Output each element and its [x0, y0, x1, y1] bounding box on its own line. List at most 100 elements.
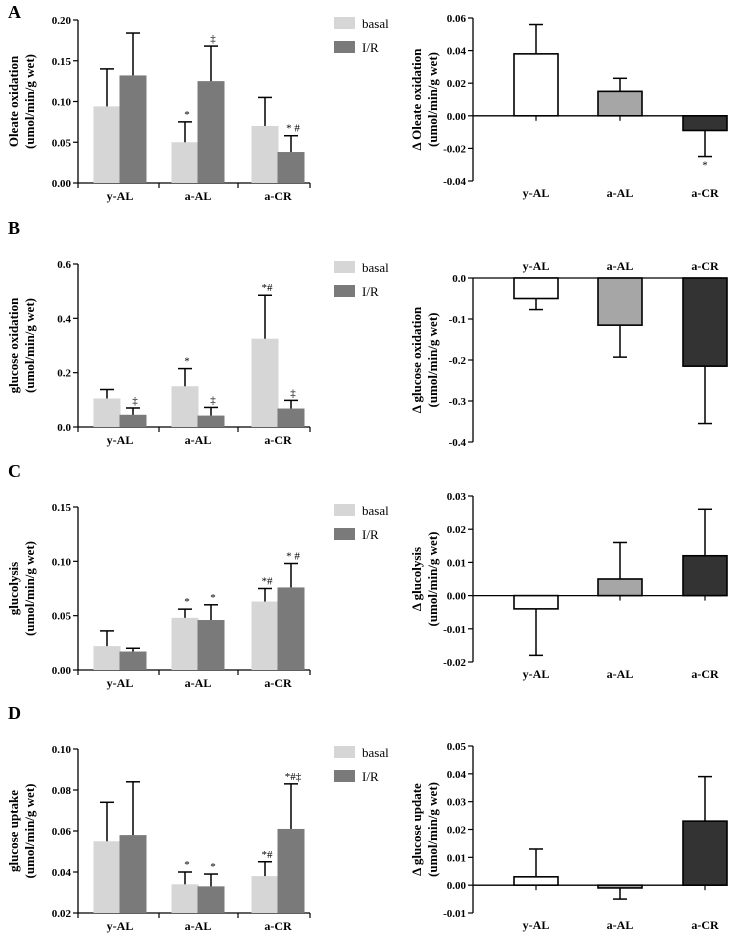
delta-bar-a-cr: [682, 277, 728, 367]
bar-ir-a-cr: [277, 587, 305, 670]
x-category-label: a-CR: [264, 433, 292, 447]
significance-marker: * #: [286, 551, 300, 563]
x-category-label: a-CR: [264, 919, 292, 933]
y-tick-label: 0.01: [447, 852, 466, 864]
significance-marker: *: [184, 859, 190, 871]
y-tick-label: 0.01: [447, 557, 466, 569]
y-tick-label: 0.04: [447, 769, 467, 781]
y-tick-label: 0.6: [57, 259, 71, 271]
bar-basal-y-al: [93, 106, 121, 183]
y-tick-label: 0.02: [447, 524, 467, 536]
bar-ir-a-cr: [277, 152, 305, 183]
delta-bar-y-al: [513, 876, 559, 886]
significance-marker: ‡: [210, 394, 216, 406]
delta-bar-a-al: [597, 884, 643, 889]
significance-marker: *#: [262, 576, 274, 588]
legend-swatch-basal: [334, 504, 355, 516]
x-category-label: a-AL: [185, 433, 212, 447]
y-axis-unit-label: (umol/min/g wet): [22, 54, 37, 149]
delta-bar-a-al: [597, 277, 643, 326]
y-tick-label: -0.04: [443, 176, 466, 188]
y-tick-label: 0.02: [447, 78, 467, 90]
y-tick-label: 0.10: [52, 556, 72, 568]
y-tick-label: 0.20: [52, 15, 72, 27]
legend-label-basal: basal: [362, 16, 389, 31]
significance-marker: *#‡: [285, 771, 302, 783]
x-category-label: a-CR: [264, 676, 292, 690]
significance-marker: *: [184, 596, 190, 608]
significance-marker: ‡: [132, 395, 138, 407]
y-tick-label: 0.10: [52, 97, 72, 109]
legend-swatch-ir: [334, 285, 355, 297]
significance-marker: *#: [262, 849, 274, 861]
legend-swatch-ir: [334, 528, 355, 540]
delta-bar-a-cr: [682, 554, 728, 597]
y-tick-label: 0.05: [52, 137, 72, 149]
legend-label-ir: I/R: [362, 284, 379, 299]
y-axis-label: glucose uptake: [6, 790, 21, 872]
y-tick-label: 0.02: [447, 825, 467, 837]
y-tick-label: 0.04: [52, 867, 72, 879]
chart-d-right: -0.01 0.00 0.01 0.02 0.03 0.04 0.05 Δ glucose u…: [409, 741, 728, 932]
significance-marker: *#: [262, 282, 274, 294]
y-tick-label: 0.00: [447, 591, 467, 603]
bar-basal-a-cr: [251, 601, 279, 670]
x-category-label: a-CR: [691, 918, 719, 932]
y-axis-unit-label: (umol/min/g wet): [425, 782, 440, 877]
delta-bar-a-cr: [682, 820, 728, 886]
y-tick-label: 0.2: [57, 368, 71, 380]
delta-bar-y-al: [513, 277, 559, 300]
bar-basal-y-al: [93, 398, 121, 427]
y-tick-label: 0.03: [447, 491, 467, 503]
bar-ir-y-al: [119, 75, 147, 183]
y-axis-unit-label: (umol/min/g wet): [22, 541, 37, 636]
bar-basal-a-cr: [251, 125, 279, 183]
legend-label-basal: basal: [362, 503, 389, 518]
legend-label-ir: I/R: [362, 527, 379, 542]
legend-label-ir: I/R: [362, 769, 379, 784]
chart-b-right: -0.4 -0.3 -0.2 -0.1 0.0 Δ glucose oxidation (u…: [409, 259, 728, 449]
bar-basal-y-al: [93, 646, 121, 670]
legend-swatch-basal: [334, 746, 355, 758]
y-tick-label: 0.04: [447, 46, 467, 58]
chart-c-right: -0.02 -0.01 0.00 0.01 0.02 0.03 Δ glucolysis (u…: [409, 491, 728, 681]
bar-ir-a-cr: [277, 828, 305, 913]
panel-label-d: D: [8, 703, 21, 723]
chart-a-right: -0.04 -0.02 0.00 0.02 0.04 0.06 Δ Oleate oxida…: [409, 13, 728, 200]
bar-basal-a-cr: [251, 876, 279, 913]
x-category-label: a-CR: [264, 189, 292, 203]
y-tick-label: 0.05: [447, 741, 467, 753]
panel-label-b: B: [8, 218, 20, 238]
y-axis-label: Δ Oleate oxidation: [409, 48, 424, 151]
y-axis-unit-label: (umol/min/g wet): [425, 52, 440, 147]
y-tick-label: -0.2: [449, 355, 467, 367]
x-category-label: a-AL: [185, 189, 212, 203]
y-tick-label: 0.00: [447, 880, 467, 892]
chart-a-left: 0.00 0.05 0.10 0.15 0.20 Oleate oxidation (umo…: [6, 15, 389, 203]
significance-marker: *: [184, 109, 190, 121]
significance-marker: * #: [286, 123, 300, 135]
x-category-label: y-AL: [523, 667, 550, 681]
panel-label-c: C: [8, 461, 21, 481]
y-axis-unit-label: (umol/min/g wet): [425, 532, 440, 627]
chart-b-left: 0.0 0.2 0.4 0.6 glucose oxidation (umol/min/g…: [6, 259, 389, 447]
x-category-label: a-AL: [607, 259, 634, 273]
x-category-label: a-AL: [607, 186, 634, 200]
y-tick-label: 0.0: [57, 422, 71, 434]
y-tick-label: 0.06: [447, 13, 467, 25]
y-tick-label: 0.03: [447, 797, 467, 809]
bar-ir-y-al: [119, 651, 147, 670]
y-axis-unit-label: (umol/min/g wet): [22, 298, 37, 393]
x-category-label: y-AL: [107, 676, 134, 690]
legend-label-ir: I/R: [362, 40, 379, 55]
y-tick-label: 0.4: [57, 313, 71, 325]
y-tick-label: -0.02: [443, 657, 466, 669]
delta-bar-a-cr: [682, 115, 728, 132]
y-axis-label: glucose oxidation: [6, 297, 21, 393]
legend-swatch-ir: [334, 41, 355, 53]
delta-bar-y-al: [513, 594, 559, 610]
y-tick-label: 0.02: [52, 908, 72, 920]
bar-ir-a-al: [197, 415, 225, 427]
y-axis-label: Oleate oxidation: [6, 55, 21, 147]
x-category-label: y-AL: [107, 433, 134, 447]
